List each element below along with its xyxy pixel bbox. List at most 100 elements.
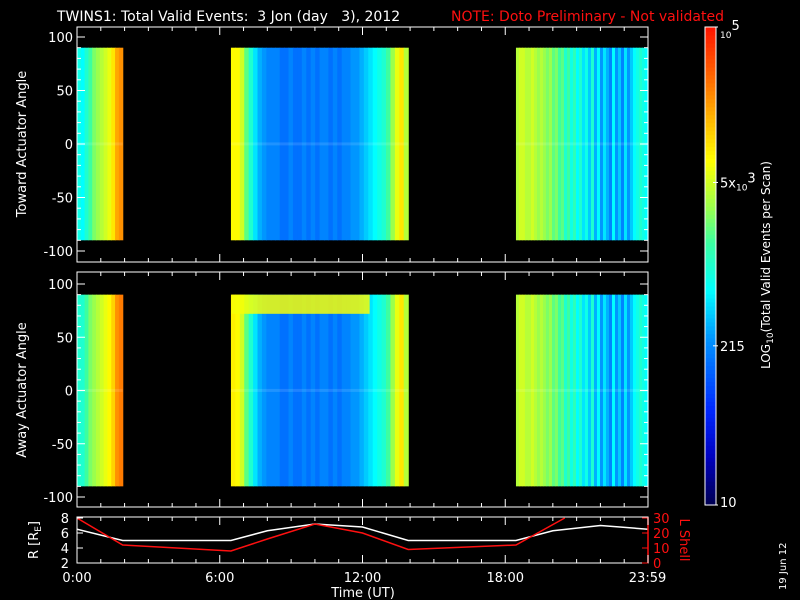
spectrogram-column <box>572 47 577 241</box>
spectrogram-column <box>596 294 601 487</box>
colorbar-label-sub: 10 <box>766 332 776 344</box>
colorbar-swatch <box>705 174 716 179</box>
spectrogram-column <box>536 47 541 241</box>
colorbar-swatch <box>705 393 716 399</box>
colorbar-swatch <box>705 94 716 100</box>
spectrogram-column <box>99 47 105 241</box>
spectrogram-column <box>629 47 634 241</box>
colorbar-swatch <box>705 150 716 156</box>
colorbar-swatch <box>705 158 716 164</box>
colorbar-swatch <box>705 301 716 307</box>
colorbar-swatch <box>705 361 716 367</box>
spectrogram-column <box>635 47 640 241</box>
colorbar-swatch <box>705 281 716 287</box>
y-tick-label: 50 <box>56 331 73 346</box>
colorbar-swatch <box>705 146 716 152</box>
spectrogram-column <box>554 47 559 241</box>
tick-exponent: 3 <box>747 171 755 186</box>
left-y-tick-label: 6 <box>61 527 69 542</box>
colorbar-swatch <box>705 277 716 283</box>
y-tick-label: 100 <box>48 278 73 293</box>
spectrogram-column <box>593 294 598 487</box>
spectrogram-column <box>608 294 613 487</box>
spectrogram-column <box>266 47 272 241</box>
colorbar-swatch <box>705 461 716 466</box>
colorbar-swatch <box>705 381 716 387</box>
spectrogram-column <box>620 47 625 241</box>
right-y-tick-label: 0 <box>653 557 661 572</box>
colorbar-swatch <box>705 27 716 32</box>
spectrogram-column <box>632 47 637 241</box>
colorbar-swatch <box>705 74 716 80</box>
colorbar-swatch <box>705 437 716 442</box>
spectrogram-column <box>319 47 325 241</box>
colorbar-swatch <box>705 250 716 255</box>
spectrogram-column <box>301 294 307 487</box>
colorbar-swatch <box>705 238 716 243</box>
spectrogram-column <box>332 47 338 241</box>
spectrogram-column <box>617 47 622 241</box>
spectrogram-column <box>608 47 613 241</box>
colorbar-swatch <box>705 465 716 470</box>
preliminary-note: NOTE: Doto Preliminary - Not validated <box>451 9 724 25</box>
spectrogram-column <box>394 294 400 487</box>
colorbar-swatch <box>705 377 716 383</box>
spectrogram-column <box>346 294 352 487</box>
colorbar-swatch <box>705 473 716 478</box>
spectrogram-column <box>551 294 556 487</box>
spectrogram-column <box>515 294 520 487</box>
spectrogram-column <box>521 294 526 487</box>
spectrogram-column <box>575 47 580 241</box>
spectrogram-column <box>602 47 607 241</box>
spectrogram-column <box>253 47 259 241</box>
colorbar-swatch <box>705 114 716 120</box>
spectrogram-column <box>635 294 640 487</box>
x-tick-label: 18:00 <box>487 571 524 586</box>
colorbar-swatch <box>705 293 716 299</box>
colorbar-swatch <box>705 489 716 494</box>
spectrogram-column <box>566 294 571 487</box>
spectrogram-column <box>390 47 396 241</box>
spectrogram-column <box>103 294 109 487</box>
colorbar-swatch <box>705 493 716 498</box>
colorbar-swatch <box>705 170 716 175</box>
colorbar-swatch <box>705 353 716 359</box>
tick-base: 10 <box>736 183 748 193</box>
colorbar-swatch <box>705 214 716 219</box>
x-tick-label: 6:00 <box>205 571 234 586</box>
spectrogram-column <box>284 47 290 241</box>
colorbar-swatch <box>705 66 716 72</box>
colorbar-swatch <box>705 226 716 231</box>
colorbar-swatch <box>705 453 716 458</box>
spectrogram-column <box>605 47 610 241</box>
colorbar-swatch <box>705 50 716 56</box>
left-y-tick-label: 4 <box>61 542 69 557</box>
colorbar-swatch <box>705 421 716 426</box>
y-tick-label: 100 <box>48 31 73 46</box>
colorbar-swatch <box>705 365 716 371</box>
left-y-tick-label: 2 <box>61 557 69 572</box>
spectrogram-column <box>297 47 303 241</box>
right-y-tick-label: 20 <box>653 527 670 542</box>
y-tick-label: 0 <box>65 385 73 400</box>
colorbar-swatch <box>705 42 716 48</box>
spectrogram-column <box>355 47 361 241</box>
spectrogram-column <box>315 47 321 241</box>
spectrogram-column <box>554 294 559 487</box>
colorbar-swatch <box>705 82 716 88</box>
spectrogram-column <box>614 47 619 241</box>
spectrogram-column <box>617 294 622 487</box>
high-count-band <box>231 294 370 314</box>
spectrogram-column <box>115 294 120 487</box>
spectrogram-column <box>533 294 538 487</box>
spectrogram-column <box>306 47 312 241</box>
colorbar-swatch <box>705 202 716 207</box>
toward-ylabel: Toward Actuator Angle <box>15 71 30 218</box>
colorbar-swatch <box>705 186 716 191</box>
away-ylabel: Away Actuator Angle <box>15 322 30 457</box>
colorbar-tick-label: 105 <box>720 19 740 41</box>
colorbar-label-post: (Total Valid Events per Scan) <box>759 161 773 332</box>
x-axis-label: Time (UT) <box>330 586 395 600</box>
